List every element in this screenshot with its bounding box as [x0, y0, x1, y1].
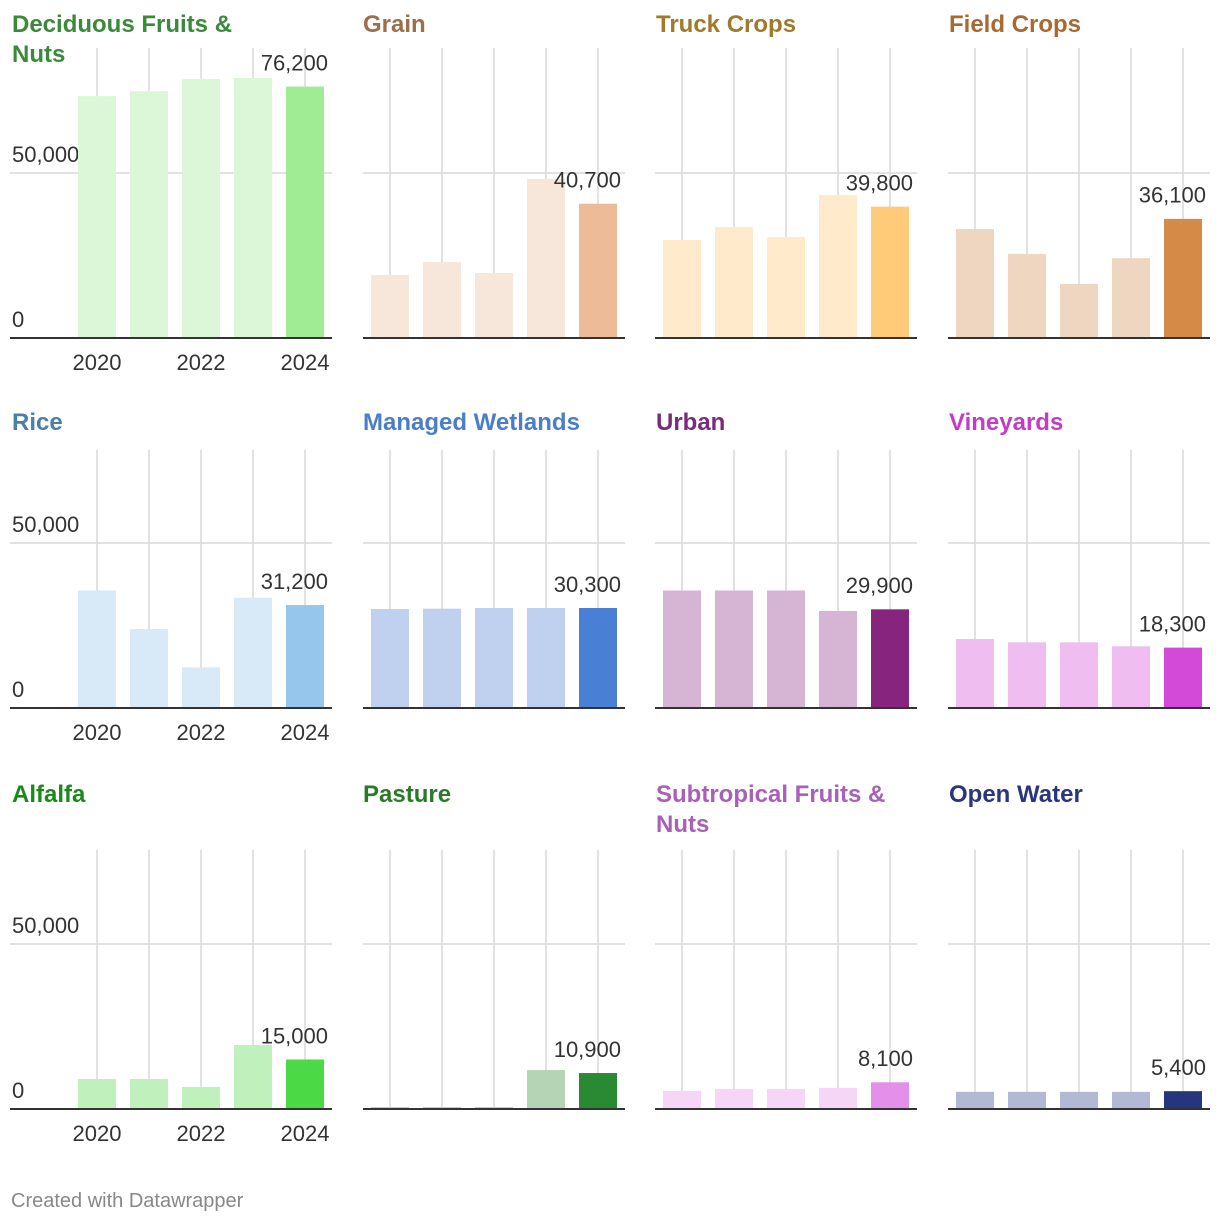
bar [182, 667, 220, 708]
panel-title: Urban [656, 409, 726, 436]
bar [371, 609, 409, 708]
bar [663, 590, 701, 708]
x-tick-label: 2022 [177, 1121, 226, 1146]
bar [1008, 253, 1046, 338]
bar [663, 1090, 701, 1109]
bar [1060, 1091, 1098, 1109]
panel-title: Subtropical Fruits & Nuts [656, 781, 886, 838]
value-label: 8,100 [858, 1046, 913, 1071]
footer: Created with Datawrapper [11, 1190, 244, 1212]
bar [715, 590, 753, 708]
bar [1008, 1091, 1046, 1109]
panel-title: Pasture [363, 781, 452, 808]
bar [579, 203, 617, 338]
bar [527, 178, 565, 338]
panel-title: Field Crops [949, 11, 1082, 38]
y-tick-label: 50,000 [12, 512, 79, 537]
bar [78, 1078, 116, 1109]
y-tick-label: 0 [12, 1078, 24, 1103]
bar [956, 1091, 994, 1109]
x-tick-label: 2020 [73, 350, 122, 375]
value-label: 18,300 [1139, 611, 1206, 636]
bar [78, 96, 116, 338]
y-tick-label: 50,000 [12, 142, 79, 167]
bar [579, 1073, 617, 1109]
bar [1164, 218, 1202, 338]
x-tick-label: 2024 [281, 1121, 330, 1146]
bar [1060, 642, 1098, 708]
panel-title: Deciduous Fruits & Nuts [12, 11, 233, 68]
panel-title: Open Water [949, 781, 1083, 808]
bar [819, 610, 857, 708]
value-label: 40,700 [554, 168, 621, 193]
bar [871, 609, 909, 708]
bar [286, 1059, 324, 1109]
bar [78, 590, 116, 708]
panel-title: Rice [12, 409, 63, 436]
bar [527, 608, 565, 708]
bar [234, 597, 272, 708]
bar [423, 608, 461, 708]
panel-title: Managed Wetlands [363, 409, 580, 436]
value-label: 39,800 [846, 170, 913, 195]
x-tick-label: 2024 [281, 720, 330, 745]
bar [871, 206, 909, 338]
bar [871, 1082, 909, 1109]
value-label: 29,900 [846, 573, 913, 598]
value-label: 76,200 [261, 50, 328, 75]
bar [130, 91, 168, 338]
bar [715, 1088, 753, 1109]
x-tick-label: 2024 [281, 350, 330, 375]
bar [767, 237, 805, 338]
bar [579, 608, 617, 708]
bar [956, 639, 994, 708]
y-tick-label: 0 [12, 307, 24, 332]
bar [371, 274, 409, 338]
x-tick-label: 2020 [73, 720, 122, 745]
panel-title: Vineyards [949, 409, 1064, 436]
value-label: 15,000 [261, 1023, 328, 1048]
bar [234, 77, 272, 339]
bar [234, 1044, 272, 1109]
bar [1112, 646, 1150, 708]
bar [130, 629, 168, 708]
y-tick-label: 50,000 [12, 913, 79, 938]
bar [819, 195, 857, 338]
bar [956, 229, 994, 338]
bar [1112, 1091, 1150, 1109]
value-label: 10,900 [554, 1037, 621, 1062]
bar [286, 86, 324, 338]
bar [527, 1070, 565, 1109]
bar [130, 1078, 168, 1109]
bar [715, 227, 753, 338]
panel-title: Truck Crops [656, 11, 797, 38]
x-tick-label: 2020 [73, 1121, 122, 1146]
bar [1060, 283, 1098, 338]
value-label: 36,100 [1139, 183, 1206, 208]
bar [767, 1088, 805, 1109]
bar [663, 239, 701, 338]
bar [475, 272, 513, 338]
value-label: 31,200 [261, 569, 328, 594]
x-tick-label: 2022 [177, 350, 226, 375]
bar [819, 1087, 857, 1109]
bar [182, 1086, 220, 1109]
y-tick-label: 0 [12, 677, 24, 702]
panel-title: Alfalfa [12, 781, 86, 808]
bar [286, 605, 324, 708]
bar [1164, 1091, 1202, 1109]
bar [182, 78, 220, 338]
value-label: 30,300 [554, 572, 621, 597]
bar [1112, 258, 1150, 338]
panel-title: Grain [363, 11, 426, 38]
x-tick-label: 2022 [177, 720, 226, 745]
value-label: 5,400 [1151, 1055, 1206, 1080]
bar [1008, 642, 1046, 708]
bar [475, 608, 513, 708]
bar [767, 590, 805, 708]
bar [1164, 647, 1202, 708]
bar [423, 262, 461, 338]
